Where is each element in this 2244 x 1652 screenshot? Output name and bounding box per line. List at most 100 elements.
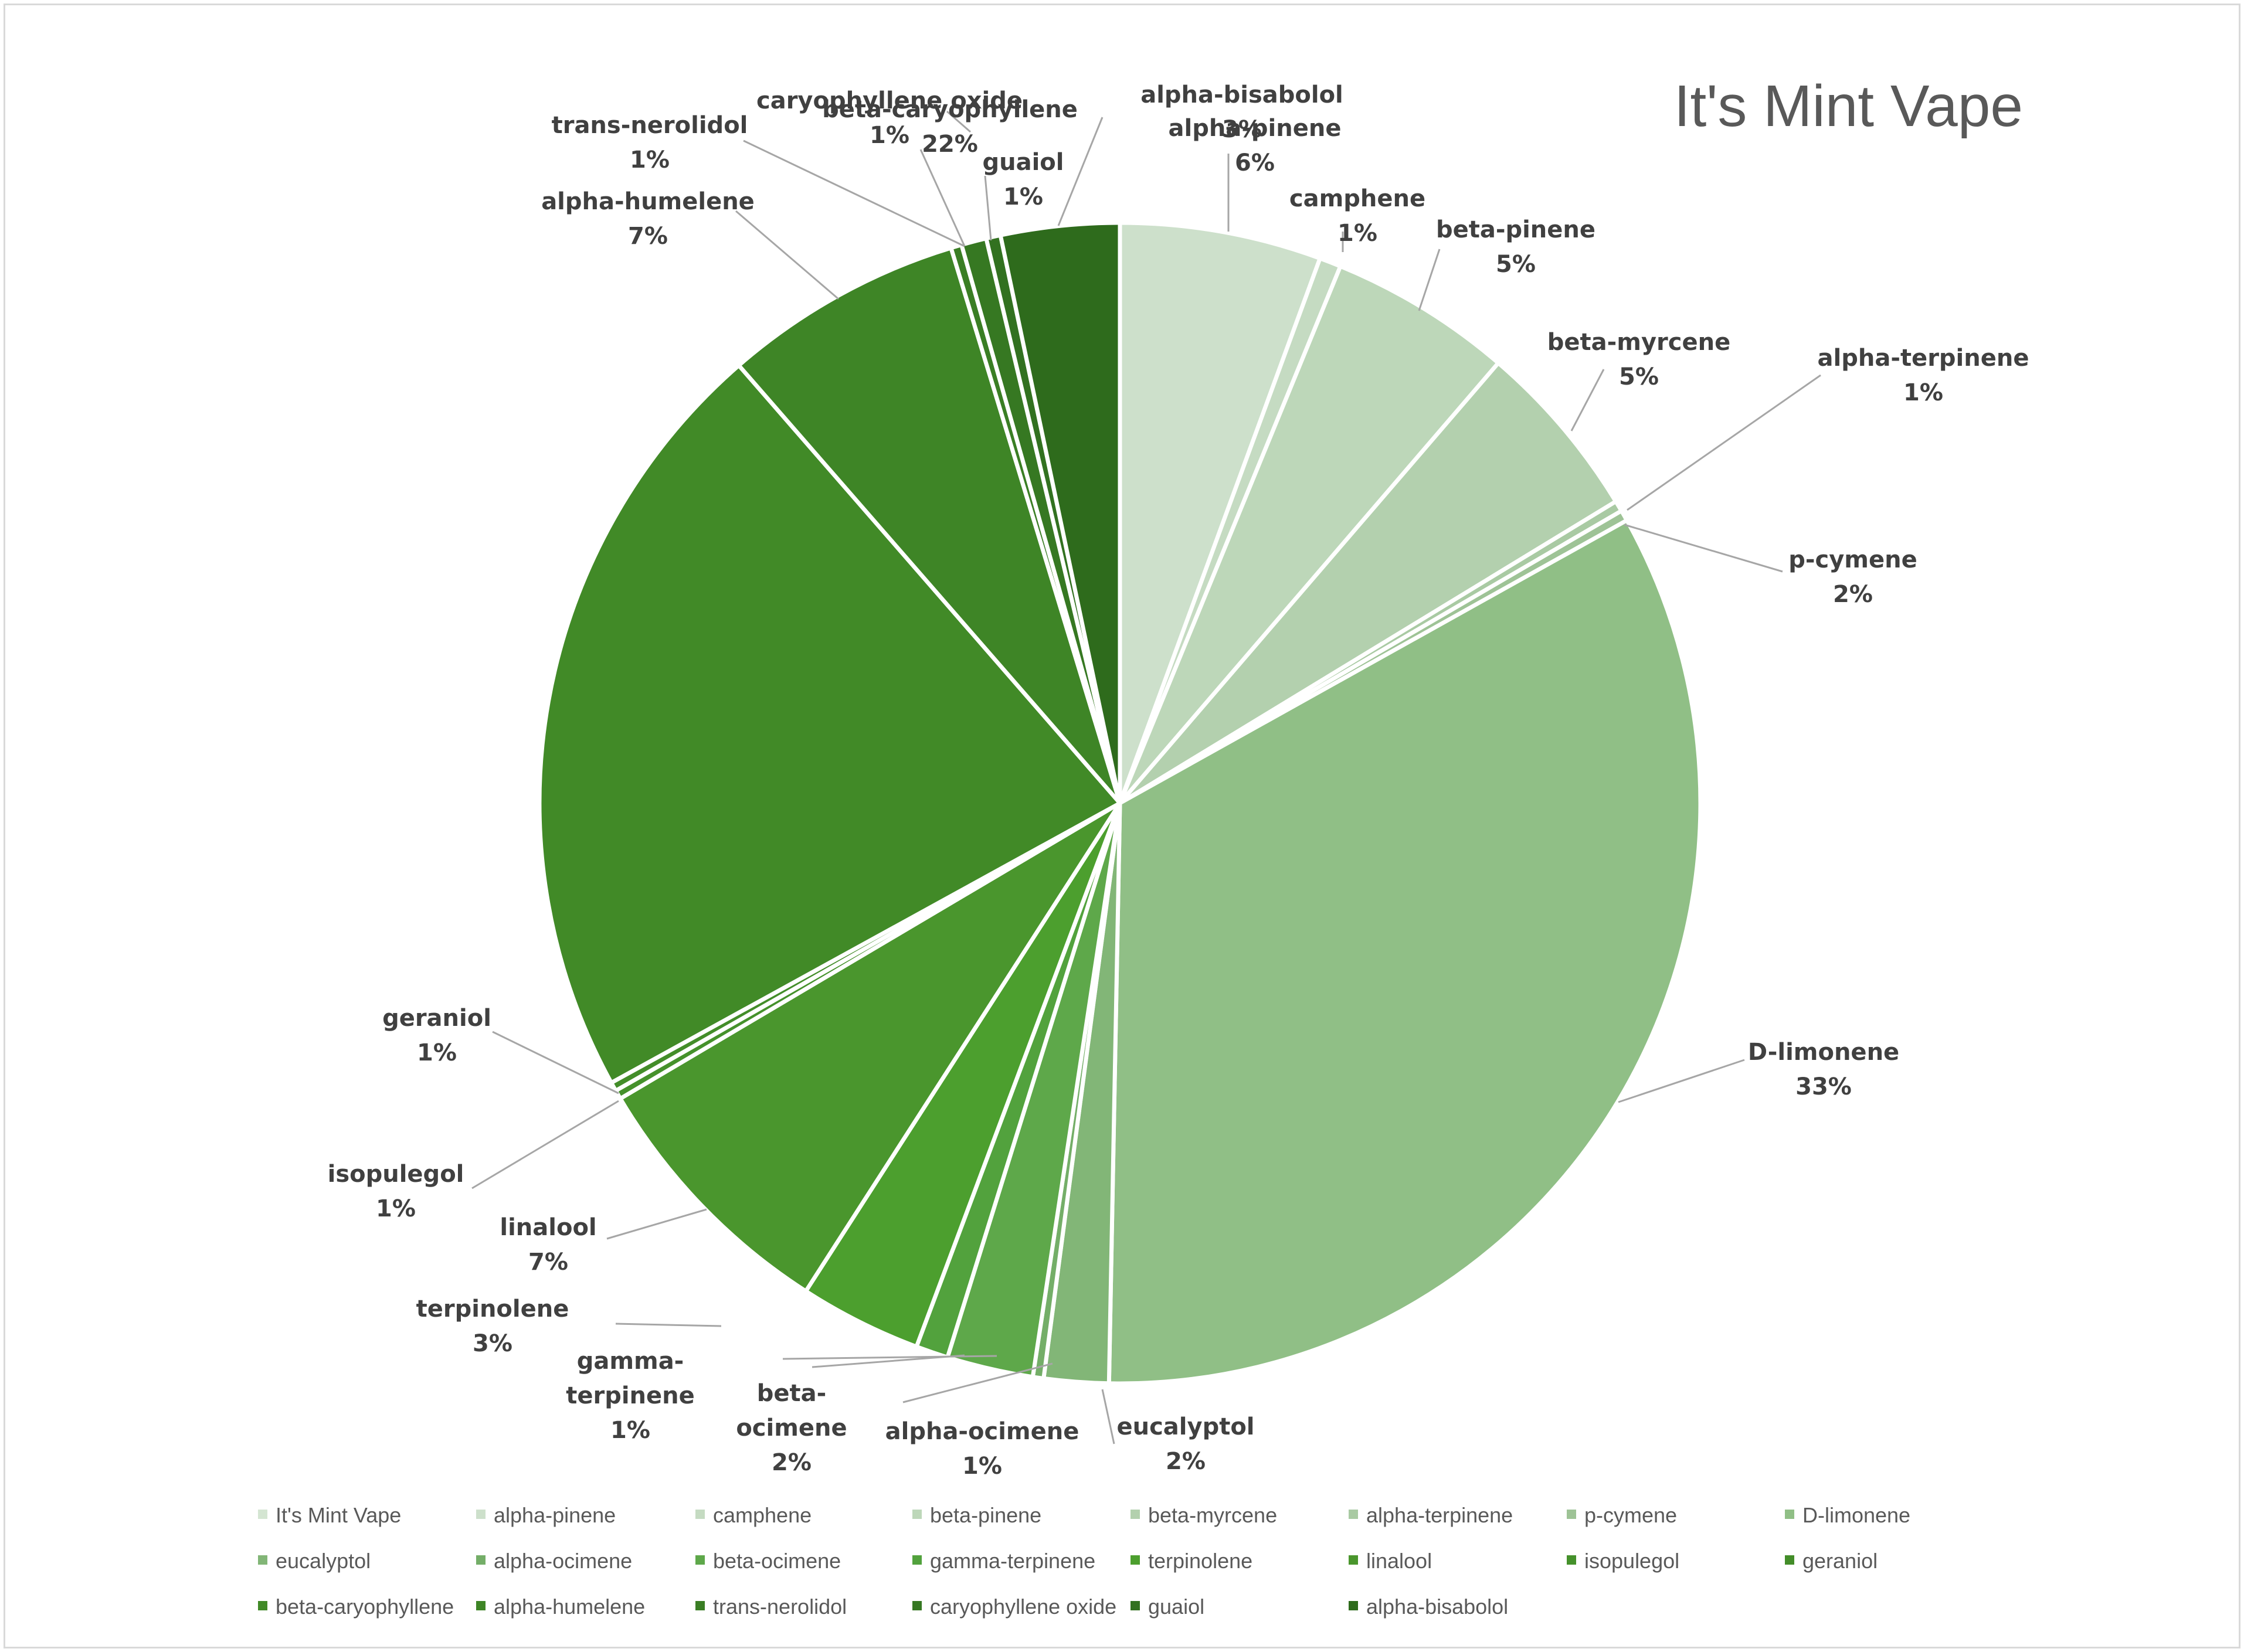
legend-label-alpha-ocimene: alpha-ocimene (494, 1549, 632, 1573)
legend-swatch-d-limonene (1785, 1510, 1794, 1519)
legend-label-d-limonene: D-limonene (1802, 1503, 1910, 1527)
data-label-alpha-pinene: alpha-pinene 6% (1169, 115, 1342, 176)
legend-item-beta-myrcene: beta-myrcene (1131, 1503, 1277, 1527)
legend-label-geraniol: geraniol (1802, 1549, 1878, 1573)
legend-swatch-eucalyptol (258, 1555, 267, 1565)
legend-swatch-alpha-ocimene (476, 1555, 486, 1565)
legend-label-alpha-bisabolol: alpha-bisabolol (1366, 1595, 1508, 1619)
pie-slice-alpha-humelene (736, 246, 1122, 805)
pie-slices (537, 220, 1703, 1386)
legend-swatch-linalool (1349, 1555, 1358, 1565)
legend-item-geraniol: geraniol (1785, 1549, 1878, 1573)
data-label-geraniol: geraniol 1% (382, 1005, 491, 1066)
legend-item-alpha-bisabolol: alpha-bisabolol (1349, 1595, 1508, 1619)
legend-swatch-geraniol (1785, 1555, 1794, 1565)
data-label-gamma-terpinene: gamma-terpinene 1% (566, 1348, 695, 1444)
data-label-alpha-ocimene: alpha-ocimene 1% (885, 1418, 1079, 1480)
leader-line-terpinolene (615, 1323, 722, 1327)
leader-lines (471, 110, 1821, 1444)
legend-swatch-beta-ocimene (695, 1555, 705, 1565)
legend-label-beta-caryophyllene: beta-caryophyllene (276, 1595, 454, 1619)
pie-slice-linalool (618, 801, 1122, 1293)
legend-label-it-s-mint-vape: It's Mint Vape (276, 1503, 401, 1527)
leader-line-alpha-humelene (735, 210, 839, 300)
pie-slice-beta-pinene (1118, 264, 1500, 805)
data-label-beta-myrcene: beta-myrcene 5% (1547, 329, 1730, 390)
legend: It's Mint Vape alpha-pinene camphene beta-p… (258, 1503, 1910, 1619)
legend-item-guaiol: guaiol (1131, 1595, 1204, 1619)
legend-label-alpha-humelene: alpha-humelene (494, 1595, 645, 1619)
legend-item-it-s-mint-vape: It's Mint Vape (258, 1503, 401, 1527)
data-labels: alpha-pinene 6% camphene 1% beta-pinene 5% bet… (328, 81, 2029, 1480)
leader-line-caryophyllene-oxide (919, 149, 966, 247)
legend-label-beta-pinene: beta-pinene (930, 1503, 1041, 1527)
legend-swatch-p-cymene (1567, 1510, 1576, 1519)
data-label-guaiol: guaiol 1% (982, 149, 1064, 210)
leader-line-isopulegol (471, 1100, 619, 1189)
legend-swatch-alpha-humelene (476, 1601, 486, 1610)
legend-item-beta-pinene: beta-pinene (912, 1503, 1041, 1527)
leader-line-beta-caryophyllene (946, 110, 971, 133)
data-label-isopulegol: isopulegol 1% (328, 1161, 464, 1222)
leader-line-alpha-ocimene (902, 1362, 1053, 1403)
pie-slice-terpinolene (803, 801, 1122, 1349)
legend-label-gamma-terpinene: gamma-terpinene (930, 1549, 1095, 1573)
pie-slice-beta-myrcene (1118, 361, 1618, 805)
leader-line-beta-pinene (1418, 249, 1441, 311)
leader-line-alpha-terpinene (1627, 374, 1821, 511)
legend-label-trans-nerolidol: trans-nerolidol (713, 1595, 847, 1619)
data-label-beta-ocimene: beta-ocimene 2% (736, 1380, 847, 1476)
legend-swatch-guaiol (1131, 1601, 1140, 1610)
legend-label-beta-ocimene: beta-ocimene (713, 1549, 841, 1573)
leader-line-geraniol (492, 1031, 619, 1094)
legend-label-terpinolene: terpinolene (1148, 1549, 1252, 1573)
leader-line-alpha-bisabolol (1057, 117, 1104, 226)
legend-item-camphene: camphene (695, 1503, 812, 1527)
legend-item-p-cymene: p-cymene (1567, 1503, 1677, 1527)
leader-line-gamma-terpinene (812, 1354, 965, 1368)
legend-item-gamma-terpinene: gamma-terpinene (912, 1549, 1095, 1573)
data-label-beta-caryophyllene: beta-caryophyllene 22% (822, 96, 1078, 158)
legend-item-linalool: linalool (1349, 1549, 1432, 1573)
data-label-d-limonene: D-limonene 33% (1748, 1039, 1899, 1100)
legend-swatch-isopulegol (1567, 1555, 1576, 1565)
legend-swatch-beta-myrcene (1131, 1510, 1140, 1519)
legend-swatch-alpha-terpinene (1349, 1510, 1358, 1519)
leader-line-eucalyptol (1101, 1389, 1115, 1444)
legend-label-guaiol: guaiol (1148, 1595, 1204, 1619)
leader-line-guaiol (984, 175, 992, 241)
data-label-p-cymene: p-cymene 2% (1788, 546, 1917, 608)
legend-label-beta-myrcene: beta-myrcene (1148, 1503, 1277, 1527)
legend-item-alpha-pinene: alpha-pinene (476, 1503, 616, 1527)
legend-swatch-camphene (695, 1510, 705, 1519)
leader-line-linalool (606, 1208, 707, 1240)
legend-item-terpinolene: terpinolene (1131, 1549, 1252, 1573)
legend-item-d-limonene: D-limonene (1785, 1503, 1910, 1527)
leader-line-beta-myrcene (1570, 369, 1605, 431)
pie-slice-alpha-bisabolol (998, 220, 1122, 805)
legend-item-isopulegol: isopulegol (1567, 1549, 1679, 1573)
data-label-alpha-terpinene: alpha-terpinene 1% (1818, 345, 2029, 406)
pie-slice-alpha-pinene (1118, 220, 1322, 805)
data-label-alpha-humelene: alpha-humelene 7% (541, 188, 755, 250)
legend-item-alpha-terpinene: alpha-terpinene (1349, 1503, 1513, 1527)
legend-item-beta-caryophyllene: beta-caryophyllene (258, 1595, 454, 1619)
legend-swatch-trans-nerolidol (695, 1601, 705, 1610)
legend-swatch-gamma-terpinene (912, 1555, 922, 1565)
leader-line-p-cymene (1624, 524, 1783, 573)
legend-swatch-caryophyllene-oxide (912, 1601, 922, 1610)
leader-line-trans-nerolidol (743, 140, 965, 247)
data-label-beta-pinene: beta-pinene 5% (1436, 216, 1595, 278)
legend-label-p-cymene: p-cymene (1584, 1503, 1677, 1527)
leader-line-d-limonene (1618, 1059, 1745, 1103)
legend-item-trans-nerolidol: trans-nerolidol (695, 1595, 847, 1619)
legend-item-alpha-ocimene: alpha-ocimene (476, 1549, 632, 1573)
legend-item-alpha-humelene: alpha-humelene (476, 1595, 645, 1619)
chart-frame (4, 4, 2240, 1648)
legend-item-eucalyptol: eucalyptol (258, 1549, 371, 1573)
pie-slice-d-limonene (1106, 518, 1703, 1386)
data-label-terpinolene: terpinolene 3% (416, 1296, 569, 1357)
legend-label-isopulegol: isopulegol (1584, 1549, 1679, 1573)
